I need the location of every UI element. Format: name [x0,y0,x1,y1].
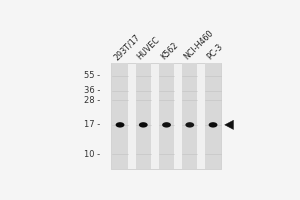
Ellipse shape [116,122,124,128]
Text: 28 -: 28 - [84,96,100,105]
Polygon shape [225,120,233,129]
Text: 293T/17: 293T/17 [112,32,142,62]
Bar [136,62,151,169]
Bar [112,62,128,169]
Ellipse shape [208,122,217,128]
Text: 10 -: 10 - [84,150,100,159]
Text: PC-3: PC-3 [206,42,225,62]
Text: 17 -: 17 - [84,120,100,129]
Text: 36 -: 36 - [84,86,100,95]
Bar [206,62,220,169]
Text: K562: K562 [159,41,180,62]
Ellipse shape [139,122,148,128]
Text: HUVEC: HUVEC [136,36,162,62]
Bar [159,62,174,169]
Bar [182,62,197,169]
Text: 55 -: 55 - [84,71,100,80]
Ellipse shape [162,122,171,128]
Text: NCI-H460: NCI-H460 [182,29,215,62]
Bar [111,62,221,169]
Ellipse shape [185,122,194,128]
